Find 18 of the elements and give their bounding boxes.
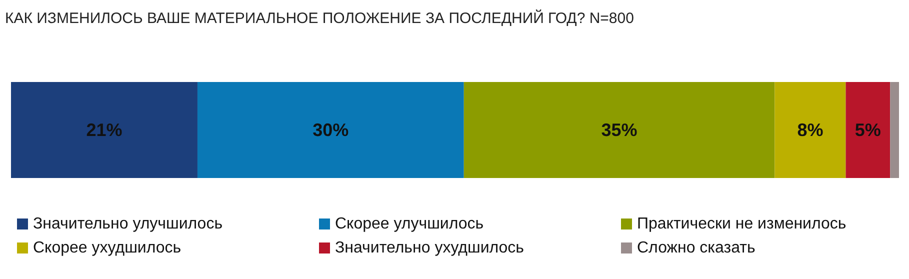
bar xyxy=(11,82,198,178)
data-label: 30% xyxy=(312,120,349,140)
legend-label: Сложно сказать xyxy=(637,240,756,256)
legend-label: Скорее ухудшилось xyxy=(33,240,182,256)
legend-label: Значительно улучшилось xyxy=(33,216,223,232)
legend-label: Практически не изменилось xyxy=(637,216,846,232)
data-label: 8% xyxy=(797,120,824,140)
data-label: 35% xyxy=(601,120,638,140)
bar xyxy=(846,82,890,178)
bar xyxy=(197,82,464,178)
chart-title: КАК ИЗМЕНИЛОСЬ ВАШЕ МАТЕРИАЛЬНОЕ ПОЛОЖЕНИЕ ЗА ПОСЛЕДНИЙ ГОД? N=800 xyxy=(5,9,634,27)
bar xyxy=(890,82,899,178)
bar xyxy=(774,82,846,178)
data-label: 5% xyxy=(854,120,881,140)
legend-label: Значительно ухудшилось xyxy=(335,240,524,256)
data-label: 21% xyxy=(86,120,122,140)
bar xyxy=(464,82,775,178)
legend-label: Скорее улучшилось xyxy=(335,216,484,232)
